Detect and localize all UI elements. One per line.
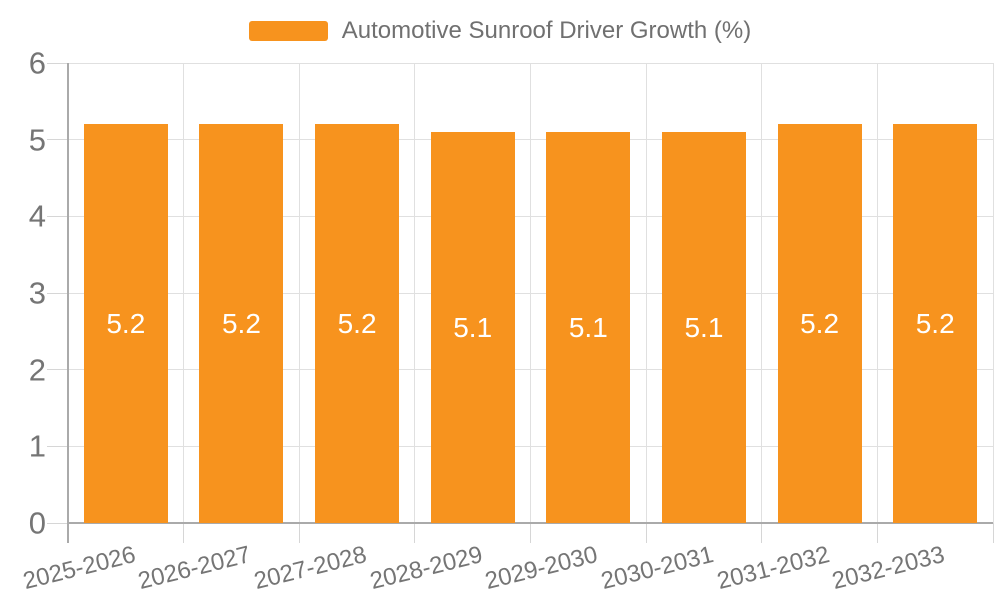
y-axis-tick: [47, 445, 68, 447]
x-axis-tick: [298, 523, 300, 543]
x-axis-tick: [876, 523, 878, 543]
x-gridline: [183, 63, 185, 523]
bar[interactable]: 5.1: [546, 132, 631, 523]
legend-label: Automotive Sunroof Driver Growth (%): [341, 17, 752, 44]
x-gridline: [876, 63, 878, 523]
x-axis-line: [68, 522, 993, 524]
x-gridline: [645, 63, 647, 523]
y-tick-label: 0: [28, 505, 46, 541]
y-axis-line: [67, 63, 69, 543]
x-axis-tick: [183, 523, 185, 543]
x-gridline: [761, 63, 763, 523]
y-tick-label: 2: [28, 352, 46, 388]
x-axis-tick: [992, 523, 994, 543]
x-axis-tick: [761, 523, 763, 543]
y-axis-tick: [47, 369, 68, 371]
legend-swatch: [248, 21, 328, 41]
bar-value-label: 5.1: [453, 311, 493, 343]
x-gridline: [992, 63, 994, 523]
bar[interactable]: 5.1: [430, 132, 515, 523]
bar[interactable]: 5.2: [777, 124, 862, 523]
bar-value-label: 5.2: [337, 307, 377, 339]
x-gridline: [298, 63, 300, 523]
y-axis-tick: [47, 215, 68, 217]
bar-value-label: 5.2: [915, 307, 955, 339]
bar[interactable]: 5.2: [315, 124, 400, 523]
y-axis-tick: [47, 62, 68, 64]
bar[interactable]: 5.1: [661, 132, 746, 523]
x-axis-tick: [645, 523, 647, 543]
bar[interactable]: 5.2: [199, 124, 284, 523]
y-axis-tick: [47, 522, 68, 524]
y-tick-label: 4: [28, 198, 46, 234]
legend[interactable]: Automotive Sunroof Driver Growth (%): [0, 14, 1000, 48]
y-tick-label: 1: [28, 428, 46, 464]
bar-value-label: 5.1: [568, 311, 608, 343]
y-axis-tick: [47, 292, 68, 294]
bar-value-label: 5.2: [800, 307, 840, 339]
bar-value-label: 5.2: [221, 307, 261, 339]
x-axis-tick: [530, 523, 531, 543]
x-axis-tick: [414, 523, 416, 543]
y-tick-label: 5: [28, 122, 46, 158]
bar[interactable]: 5.2: [83, 124, 168, 523]
x-gridline: [530, 63, 531, 523]
y-tick-label: 3: [28, 275, 46, 311]
bar-value-label: 5.2: [106, 307, 146, 339]
bar-value-label: 5.1: [684, 311, 724, 343]
y-axis-tick: [47, 139, 68, 141]
x-gridline: [414, 63, 416, 523]
bar[interactable]: 5.2: [893, 124, 978, 523]
y-tick-label: 6: [28, 45, 46, 81]
